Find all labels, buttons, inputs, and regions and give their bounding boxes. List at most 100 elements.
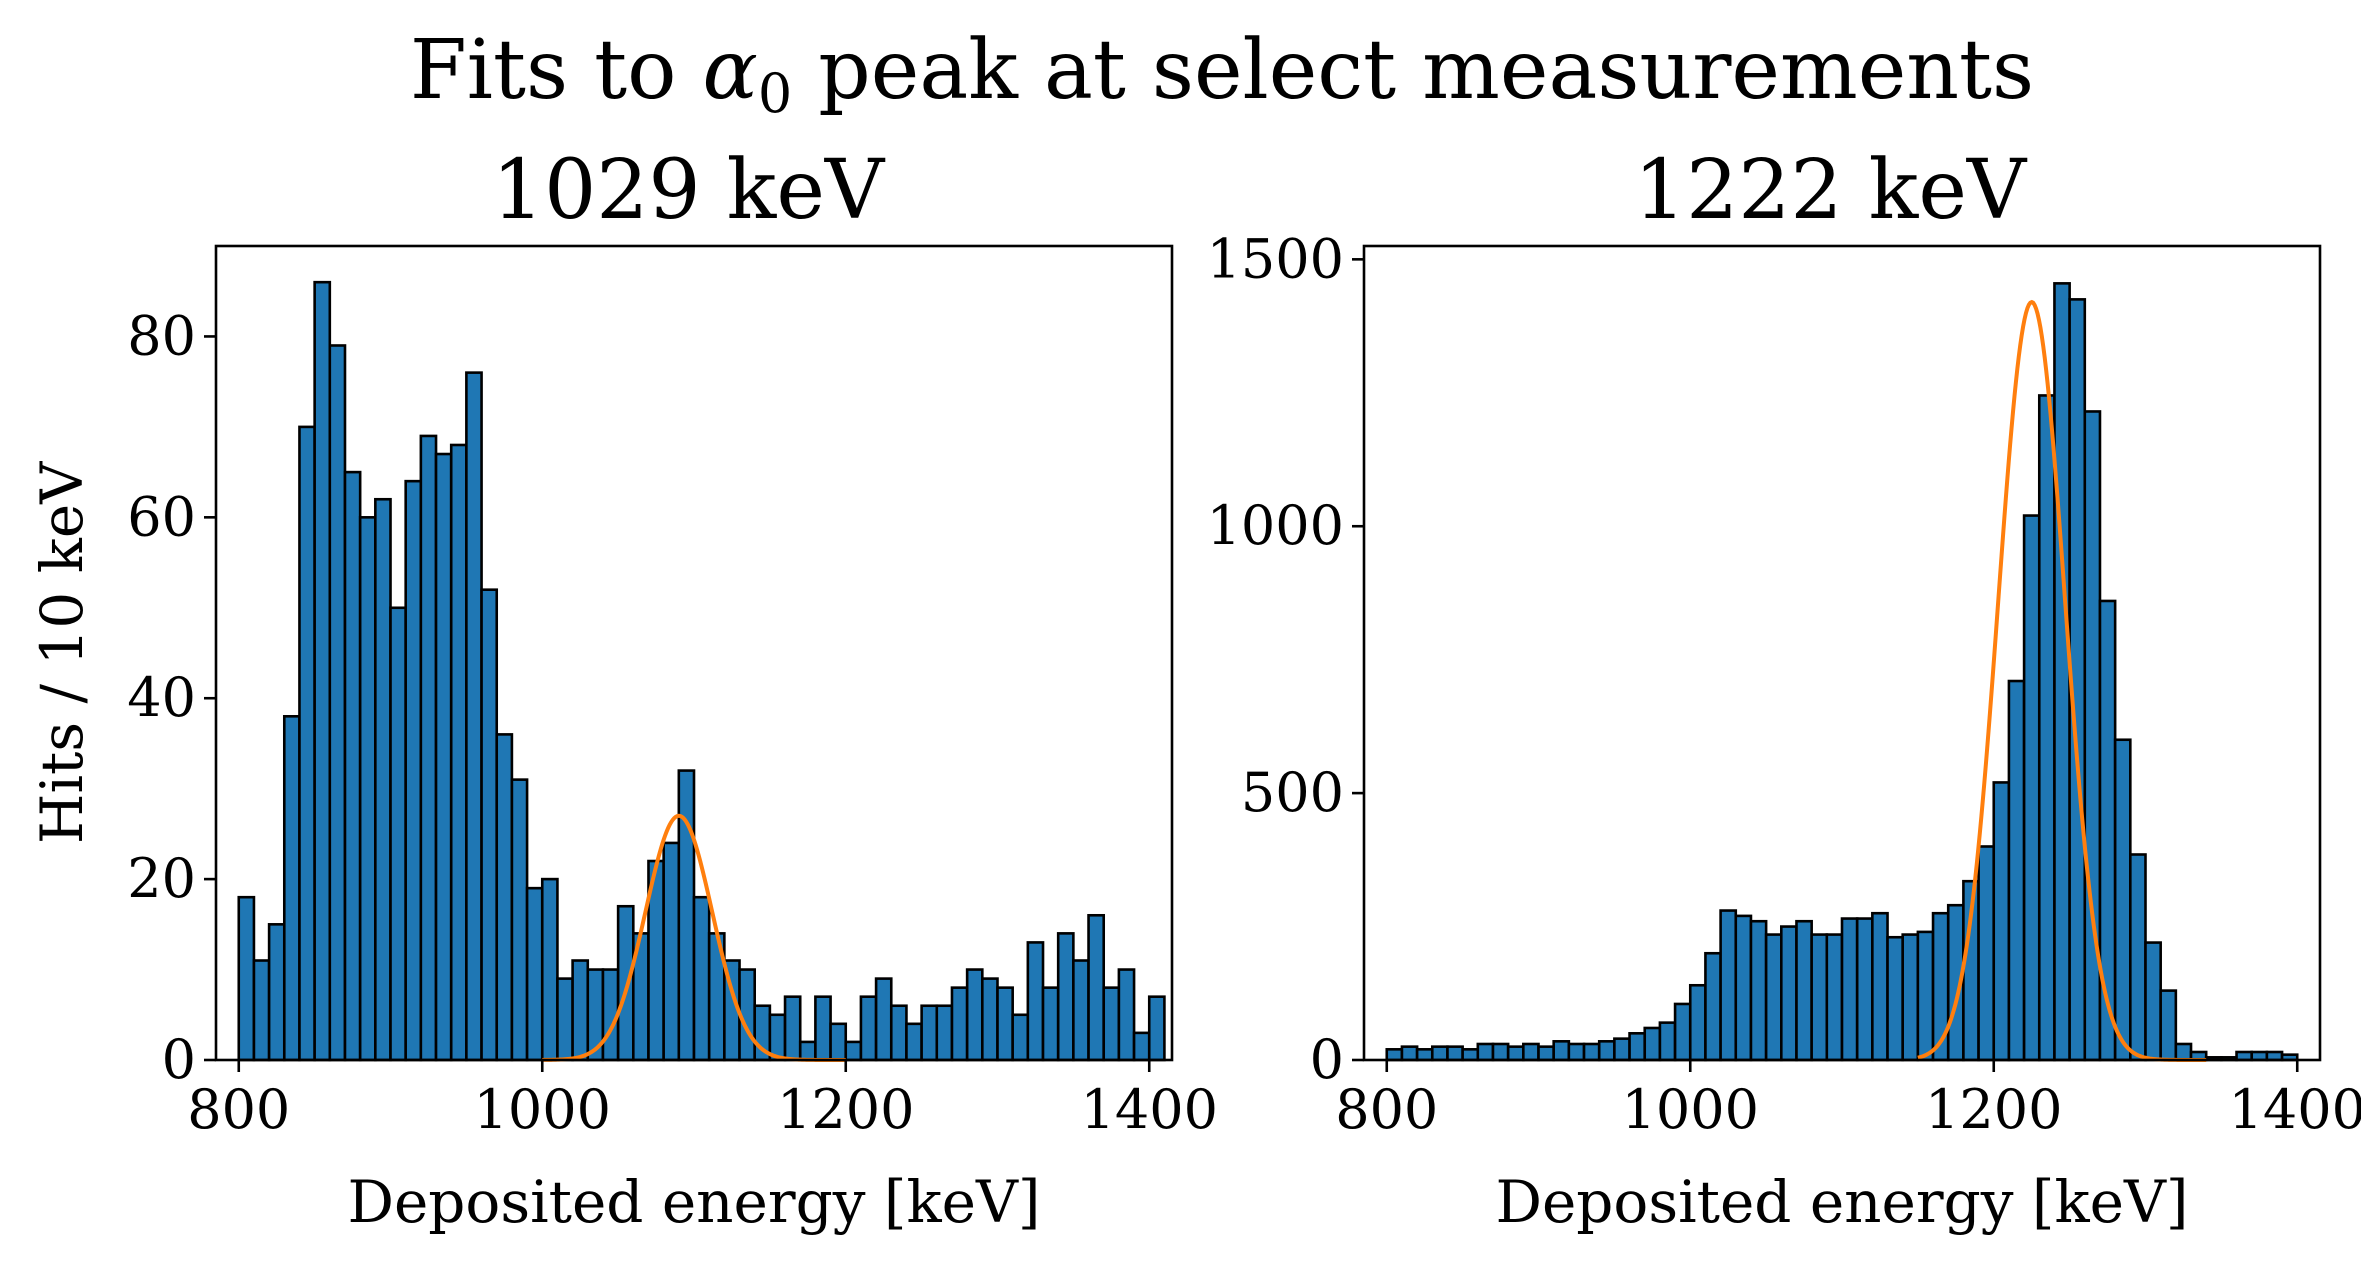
chart-1-bar-1100 <box>692 895 711 1062</box>
chart-2-bar-850 <box>1461 1048 1480 1062</box>
chart-2-xtick-label-1000: 1000 <box>1622 1078 1759 1141</box>
chart-2-bar-1220 <box>2022 514 2041 1062</box>
chart-1-bar-840 <box>298 425 316 1062</box>
chart-2-bar-890 <box>1522 1042 1540 1062</box>
chart-1-bar-1200 <box>844 1040 863 1062</box>
chart-2-bar-940 <box>1597 1040 1616 1062</box>
chart-2-bar-1130 <box>1886 935 1904 1062</box>
right-panel: 800 1000 1200 1400 0 500 1000 1500 1222 keV Depos… <box>1207 143 2361 1236</box>
chart-1-bar-1340 <box>1056 932 1075 1062</box>
chart-2-bar-860 <box>1476 1042 1495 1062</box>
chart-1-bar-1000 <box>540 877 559 1062</box>
chart-1-bar-1390 <box>1132 1031 1151 1062</box>
chart-1-bar-810 <box>252 959 271 1062</box>
chart-1-bar-900 <box>389 606 407 1062</box>
chart-1-bar-1160 <box>783 995 802 1062</box>
chart-1-bar-1310 <box>1011 1013 1030 1062</box>
chart-2-bars <box>1385 282 2299 1062</box>
chart-2-bar-810 <box>1400 1045 1419 1062</box>
chart-1-axes-frame <box>214 244 1174 1062</box>
chart-1-bar-950 <box>465 371 483 1062</box>
chart-2-bar-920 <box>1567 1042 1586 1062</box>
chart-1-bar-800 <box>237 895 256 1062</box>
chart-2-bar-930 <box>1582 1042 1601 1062</box>
chart-1-bar-890 <box>374 497 392 1062</box>
chart-2-bar-1230 <box>2037 394 2056 1062</box>
chart-1-bar-1360 <box>1087 913 1106 1062</box>
chart-1-ytick-label-20: 20 <box>127 847 196 910</box>
chart-2-bar-1000 <box>1688 983 1707 1062</box>
chart-1-bar-860 <box>328 344 347 1062</box>
chart-1-xtick-label-1200: 1200 <box>777 1078 914 1141</box>
chart-1-bar-1400 <box>1147 995 1166 1062</box>
chart-2-xtick-label-800: 800 <box>1335 1078 1438 1141</box>
chart-1-xtick-label-1000: 1000 <box>474 1078 611 1141</box>
chart-2-bar-1190 <box>1977 845 1996 1062</box>
chart-2-bar-1060 <box>1780 925 1798 1062</box>
chart-1-bar-1290 <box>981 977 999 1062</box>
chart-2-bar-1150 <box>1916 930 1935 1062</box>
chart-1-bar-940 <box>449 443 468 1062</box>
chart-1-bar-1370 <box>1102 986 1121 1062</box>
chart-1-bars <box>237 280 1166 1062</box>
chart-1-bar-1090 <box>677 769 696 1062</box>
chart-1-bar-1250 <box>920 1004 939 1062</box>
chart-1-bar-1330 <box>1041 986 1060 1062</box>
chart-2-bar-1200 <box>1992 781 2011 1062</box>
chart-2-bar-1140 <box>1901 933 1920 1062</box>
chart-2-xtick-label-1200: 1200 <box>1925 1078 2062 1141</box>
chart-2-ytick-label-1500: 1500 <box>1207 227 1344 290</box>
chart-1-bar-1050 <box>616 904 635 1062</box>
suptitle-subscript: 0 <box>758 62 792 125</box>
chart-1-ytick-label-40: 40 <box>127 666 196 729</box>
chart-1-bar-1380 <box>1117 968 1136 1062</box>
chart-1-bar-850 <box>313 280 332 1062</box>
chart-2-bar-1090 <box>1825 933 1844 1062</box>
chart-1-ytick-label-60: 60 <box>127 485 196 548</box>
chart-1-bar-980 <box>510 778 529 1062</box>
chart-1-ylabel: Hits / 10 keV <box>28 461 96 844</box>
left-panel: 800 1000 1200 1400 0 20 40 60 80 1029 keV Deposite… <box>28 143 1218 1236</box>
chart-2-bar-950 <box>1613 1037 1631 1062</box>
chart-2-ytick-label-500: 500 <box>1241 761 1344 824</box>
chart-1-bar-920 <box>419 434 438 1062</box>
chart-1-bar-1280 <box>965 968 984 1062</box>
chart-1-bar-880 <box>358 516 377 1062</box>
chart-2-title: 1222 keV <box>1634 143 2028 238</box>
chart-1-xtick-label-1400: 1400 <box>1081 1078 1218 1141</box>
figure-suptitle: Fits to α0 peak at select measurements <box>410 23 2034 125</box>
chart-2-bar-960 <box>1628 1032 1647 1062</box>
chart-1-ytick-label-0: 0 <box>162 1028 196 1091</box>
chart-2-bar-1010 <box>1704 951 1722 1062</box>
chart-2-bar-1050 <box>1764 933 1783 1062</box>
chart-2-bar-990 <box>1673 1002 1692 1062</box>
chart-1-bar-830 <box>282 715 301 1062</box>
suptitle-alpha-symbol: α <box>703 23 758 118</box>
chart-1-bar-870 <box>343 470 362 1062</box>
chart-1-bar-910 <box>404 479 423 1062</box>
chart-1-bar-960 <box>480 588 499 1062</box>
chart-1-title: 1029 keV <box>492 143 886 238</box>
chart-1-bar-1190 <box>829 1022 848 1062</box>
chart-2-bar-1280 <box>2113 738 2132 1062</box>
chart-2-bar-1310 <box>2159 989 2178 1062</box>
chart-2-bar-880 <box>1506 1045 1525 1062</box>
chart-1-bar-1170 <box>798 1040 817 1062</box>
chart-1-bar-1010 <box>556 977 574 1062</box>
chart-2-ytick-label-0: 0 <box>1310 1028 1344 1091</box>
chart-2-bar-870 <box>1491 1042 1510 1062</box>
chart-2-bar-1300 <box>2144 941 2162 1062</box>
chart-1-bar-990 <box>525 886 544 1062</box>
chart-2-bar-900 <box>1537 1045 1555 1062</box>
chart-1-bar-1020 <box>571 959 590 1062</box>
chart-2-xlabel: Deposited energy [keV] <box>1495 1168 2188 1236</box>
chart-2-bar-1270 <box>2098 599 2117 1062</box>
chart-1-bar-1260 <box>935 1004 954 1062</box>
chart-1-xtick-label-800: 800 <box>187 1078 290 1141</box>
chart-2-bar-1100 <box>1840 917 1859 1062</box>
chart-2-bar-910 <box>1552 1040 1571 1062</box>
chart-2-bar-1020 <box>1719 909 1738 1062</box>
chart-2-bar-980 <box>1658 1021 1677 1062</box>
chart-2-ytick-label-1000: 1000 <box>1207 494 1344 557</box>
